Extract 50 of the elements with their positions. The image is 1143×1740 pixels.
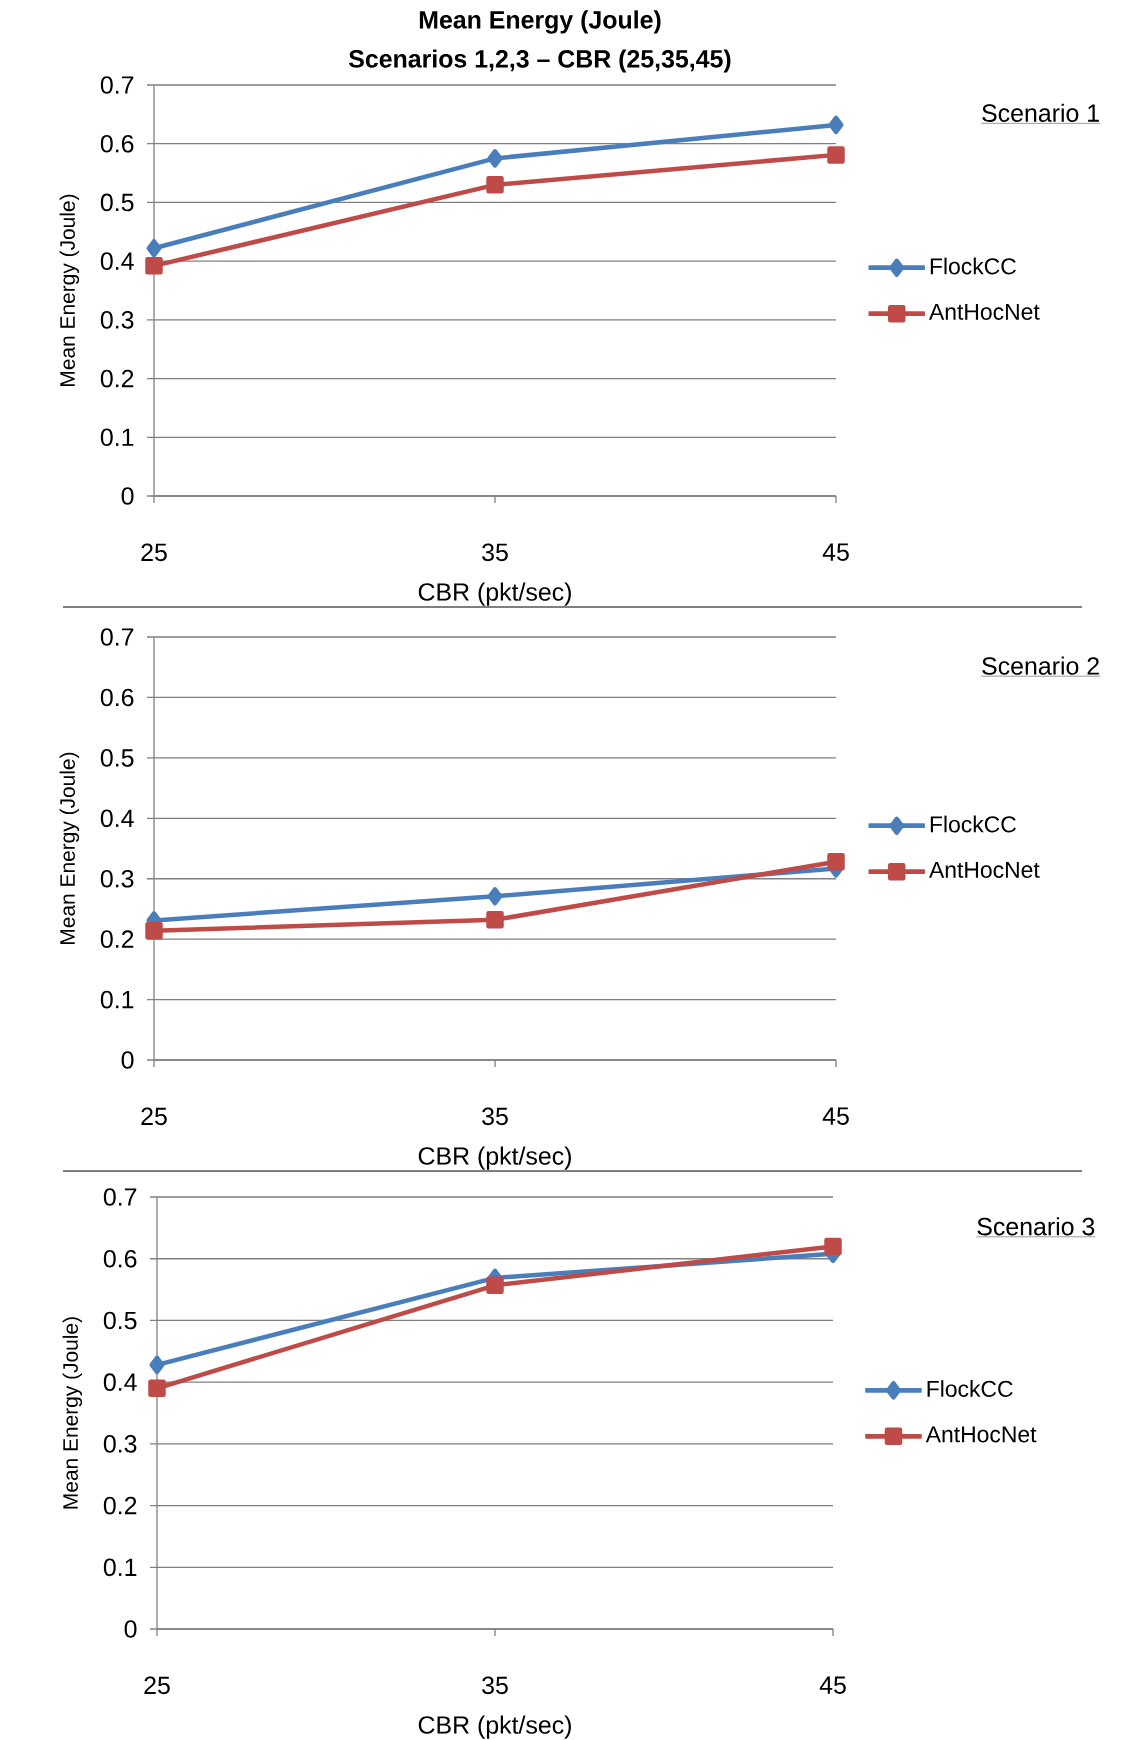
legend-label: FlockCC [927,1380,1013,1397]
y-tick-label: 0.6 [100,688,134,707]
legend-label: FlockCC [930,257,1016,275]
x-tick-label: 45 [819,1676,846,1694]
legend-label: FlockCC [930,815,1016,833]
y-tick-label: 0.5 [100,749,134,767]
x-tick-label: 35 [482,1107,508,1126]
legend-label: AntHocNet [929,861,1040,878]
text: Scenario 3 [977,1217,1095,1236]
text: Scenario 1 [982,103,1099,122]
y-tick-label: 0.2 [103,1496,137,1515]
y-tick-label: 0.5 [103,1311,137,1330]
y-tick-label: 0.7 [100,628,134,646]
y-tick-label: 0 [124,1620,137,1638]
y-tick-label: 0.1 [100,428,134,447]
y-tick-label: 0.4 [100,252,134,270]
y-tick-label: 0.1 [100,990,134,1009]
x-tick-label: 45 [822,543,849,561]
y-tick-label: 0.3 [103,1435,137,1453]
y-tick-label: 0.3 [100,311,134,329]
y-tick-label: 0.6 [103,1249,137,1268]
x-tick-label: 25 [141,543,167,562]
y-tick-label: 0.4 [100,809,134,828]
y-tick-label: 0.4 [103,1373,137,1391]
y-axis-title: Mean Energy (Joule) [62,1317,83,1509]
y-tick-label: 0.7 [100,76,134,94]
y-axis-title: Mean Energy (Joule) [59,752,80,944]
y-tick-label: 0.3 [100,869,134,888]
legend-label: AntHocNet [925,1426,1037,1443]
y-tick-label: 0.2 [100,930,134,948]
x-tick-label: 35 [482,1676,508,1695]
y-tick-label: 0.2 [100,369,134,388]
y-tick-label: 0.5 [100,193,134,212]
y-tick-label: 0 [121,487,134,505]
y-tick-label: 0.1 [103,1558,137,1577]
y-axis-title: Mean Energy (Joule) [59,194,80,386]
chart-title: Mean Energy (Joule) [419,10,661,34]
y-tick-label: 0 [121,1051,134,1069]
legend-label: AntHocNet [929,303,1040,320]
x-tick-label: 25 [144,1676,170,1695]
x-tick-label: 25 [141,1107,167,1126]
x-axis-title: CBR (pkt/sec) [418,1146,571,1170]
x-tick-label: 35 [482,543,508,562]
y-tick-label: 0.7 [103,1188,137,1206]
x-tick-label: 45 [822,1107,849,1125]
text: Scenario 2 [982,656,1099,675]
x-axis-title: CBR (pkt/sec) [418,1715,571,1739]
y-tick-label: 0.6 [100,134,134,153]
chart-subtitle: Scenarios 1,2,3 – CBR (25,35,45) [348,49,731,73]
x-axis-title: CBR (pkt/sec) [418,582,571,606]
